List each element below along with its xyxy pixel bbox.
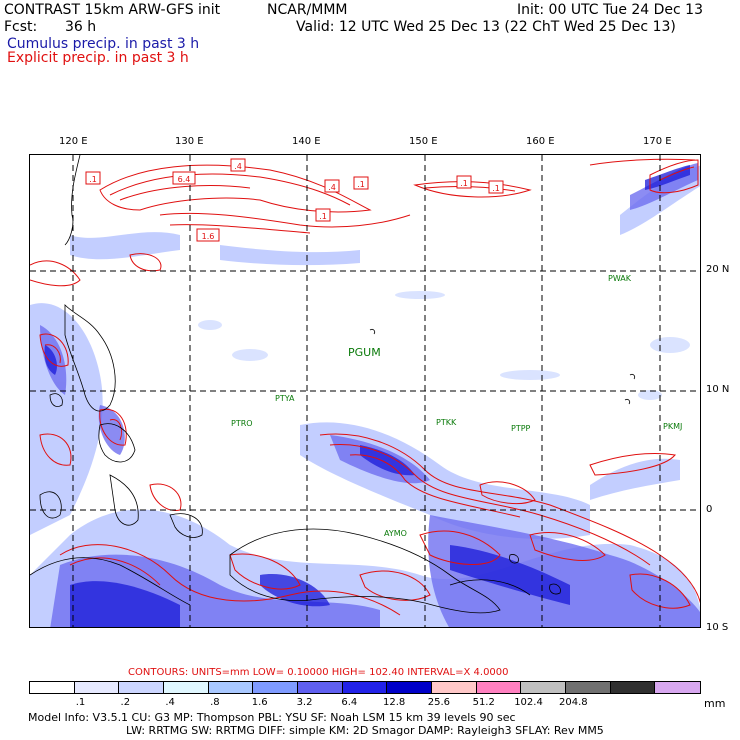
fcst-value: 36 h <box>65 19 97 35</box>
legend-level-label: .8 <box>210 697 220 708</box>
model-title: CONTRAST 15km ARW-GFS init <box>4 2 221 18</box>
legend-swatch <box>566 682 611 693</box>
contour-label: .1 <box>319 212 327 221</box>
legend-swatch <box>164 682 209 693</box>
station-pkmj: PKMJ <box>663 422 683 431</box>
legend-level-label: 102.4 <box>514 697 543 708</box>
station-aymo: AYMO <box>384 529 407 538</box>
contour-label: .1 <box>460 179 468 188</box>
station-ptya: PTYA <box>275 394 295 403</box>
explicit-legend-label: Explicit precip. in past 3 h <box>7 50 189 66</box>
legend-level-label: .1 <box>75 697 86 708</box>
organization: NCAR/MMM <box>267 2 348 18</box>
lon-label-170e: 170 E <box>643 136 672 147</box>
legend-swatch <box>476 682 522 693</box>
legend-swatch <box>74 682 120 693</box>
model-info-line: Model Info: V3.5.1 CU: G3 MP: Thompson P… <box>28 711 516 724</box>
fcst-label: Fcst: <box>4 19 38 35</box>
lat-label-20n: 20 N <box>706 264 730 275</box>
color-legend-bar <box>29 681 701 694</box>
legend-level-label: 6.4 <box>341 697 358 708</box>
legend-level-label: .4 <box>165 697 175 708</box>
lon-label-120e: 120 E <box>59 136 88 147</box>
legend-swatch <box>610 682 656 693</box>
lat-label-0: 0 <box>706 504 713 515</box>
legend-swatch <box>655 682 701 693</box>
legend-level-label: .2 <box>120 697 131 708</box>
legend-swatch <box>253 682 299 693</box>
legend-level-label: 12.8 <box>382 697 406 708</box>
graticule <box>30 155 700 627</box>
init-time: Init: 00 UTC Tue 24 Dec 13 <box>517 2 703 18</box>
legend-swatch <box>30 682 75 693</box>
legend-level-label: 25.6 <box>427 697 451 708</box>
contour-label: .4 <box>234 162 242 171</box>
legend-unit: mm <box>704 697 726 710</box>
explicit-precip-contours <box>30 158 700 616</box>
physics-info-line: LW: RRTMG SW: RRTMG DIFF: simple KM: 2D … <box>126 724 604 737</box>
legend-swatch <box>432 682 477 693</box>
contour-label: .4 <box>328 183 336 192</box>
cumulus-legend-label: Cumulus precip. in past 3 h <box>7 36 200 52</box>
station-pwak: PWAK <box>608 274 632 283</box>
legend-swatch <box>298 682 343 693</box>
lon-label-150e: 150 E <box>409 136 438 147</box>
lat-label-10s: 10 S <box>706 622 729 633</box>
contour-label-texts: .1 6.4 .4 .4 .1 .1 .1 .1 1.6 <box>89 162 500 241</box>
legend-swatch <box>387 682 433 693</box>
station-ptro: PTRO <box>231 419 253 428</box>
coastlines <box>30 155 636 614</box>
valid-time: Valid: 12 UTC Wed 25 Dec 13 (22 ChT Wed … <box>296 19 676 35</box>
contour-label: 1.6 <box>202 232 215 241</box>
legend-level-label: 51.2 <box>472 697 495 708</box>
legend-level-label: 204.8 <box>558 697 588 708</box>
contour-label: .1 <box>89 175 97 184</box>
legend-level-label: 3.2 <box>296 697 313 708</box>
lon-label-130e: 130 E <box>175 136 204 147</box>
contour-label: .1 <box>492 184 500 193</box>
legend-swatch <box>208 682 254 693</box>
station-ptkk: PTKK <box>436 418 457 427</box>
legend-level-label: 1.6 <box>251 697 268 708</box>
station-ptpp: PTPP <box>511 424 531 433</box>
lon-label-160e: 160 E <box>526 136 555 147</box>
legend-swatch <box>342 682 388 693</box>
precip-map: .1 6.4 .4 .4 .1 .1 .1 .1 1.6 PGUM PTYA P… <box>29 154 701 628</box>
legend-swatch <box>521 682 567 693</box>
contour-label-boxes <box>85 158 504 242</box>
cumulus-precip-shading <box>30 163 700 627</box>
contour-label: 6.4 <box>178 175 191 184</box>
legend-swatch <box>119 682 165 693</box>
lat-label-10n: 10 N <box>706 384 730 395</box>
lon-label-140e: 140 E <box>292 136 321 147</box>
contour-label: .1 <box>357 180 365 189</box>
station-pgum: PGUM <box>348 346 381 359</box>
precip-map-canvas: .1 6.4 .4 .4 .1 .1 .1 .1 1.6 <box>30 155 700 627</box>
contours-info: CONTOURS: UNITS=mm LOW= 0.10000 HIGH= 10… <box>128 667 509 678</box>
